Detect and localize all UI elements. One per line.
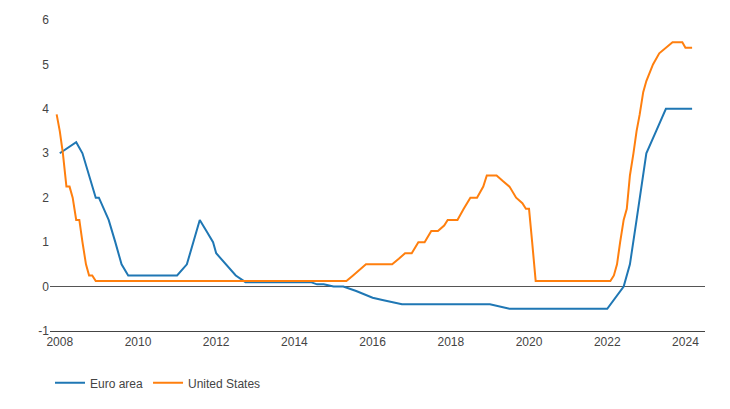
svg-text:6: 6 bbox=[42, 13, 49, 27]
svg-text:5: 5 bbox=[42, 58, 49, 72]
svg-text:United States: United States bbox=[188, 377, 260, 391]
svg-text:2014: 2014 bbox=[281, 335, 308, 349]
svg-text:Euro area: Euro area bbox=[90, 377, 143, 391]
svg-text:2010: 2010 bbox=[125, 335, 152, 349]
svg-text:2016: 2016 bbox=[359, 335, 386, 349]
svg-text:2018: 2018 bbox=[437, 335, 464, 349]
svg-text:2020: 2020 bbox=[516, 335, 543, 349]
svg-text:3: 3 bbox=[42, 146, 49, 160]
svg-text:-1: -1 bbox=[38, 324, 49, 338]
svg-text:2022: 2022 bbox=[594, 335, 621, 349]
svg-text:1: 1 bbox=[42, 235, 49, 249]
svg-text:0: 0 bbox=[42, 280, 49, 294]
svg-text:4: 4 bbox=[42, 102, 49, 116]
svg-text:2024: 2024 bbox=[672, 335, 699, 349]
svg-text:2: 2 bbox=[42, 191, 49, 205]
svg-text:2012: 2012 bbox=[203, 335, 230, 349]
svg-text:2008: 2008 bbox=[46, 335, 73, 349]
